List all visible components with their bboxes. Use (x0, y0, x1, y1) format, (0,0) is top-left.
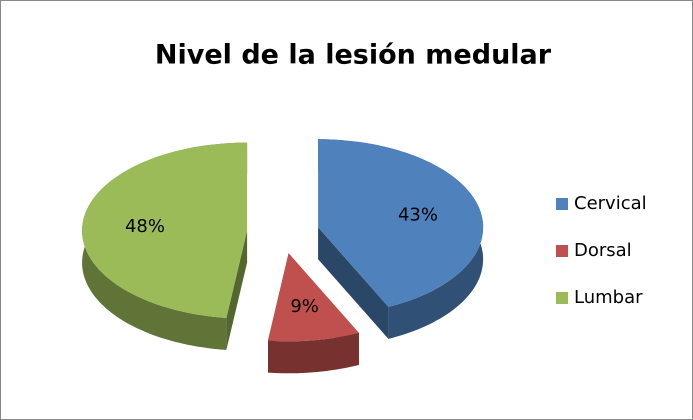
legend-swatch (556, 198, 568, 210)
legend-label: Cervical (574, 193, 647, 214)
pie: 43% 9% 48% (82, 139, 484, 374)
legend-swatch (556, 292, 568, 304)
legend-swatch (556, 245, 568, 257)
slice-side (226, 230, 248, 350)
slice-wall (268, 333, 359, 374)
chart-title: Nivel de la lesión medular (155, 40, 552, 71)
slice (268, 253, 359, 342)
slice (318, 139, 484, 307)
data-label: 43% (398, 204, 438, 225)
legend: Cervical Dorsal Lumbar (556, 193, 647, 308)
slice-side (318, 227, 389, 339)
slice (82, 142, 248, 318)
data-label: 48% (125, 216, 165, 237)
legend-label: Lumbar (574, 287, 643, 308)
data-label: 9% (290, 296, 319, 317)
legend-label: Dorsal (574, 240, 632, 261)
